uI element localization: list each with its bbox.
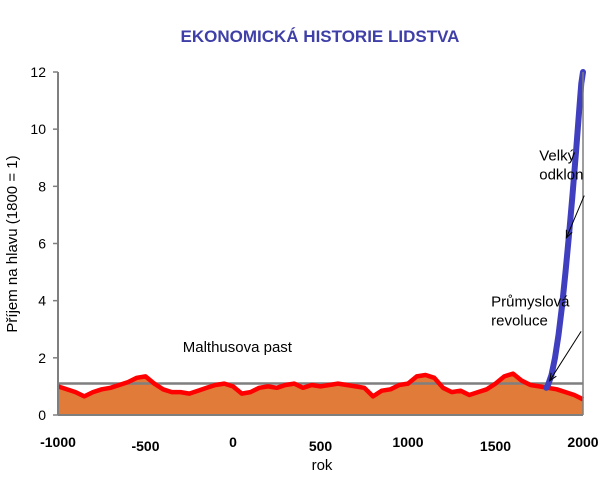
- annotation-label: odklon: [539, 167, 583, 184]
- y-tick-label: 12: [30, 64, 46, 80]
- series-line-malthus: [57, 371, 584, 402]
- annotation-arrow-line: [549, 331, 582, 381]
- x-tick-label: -500: [131, 438, 159, 454]
- annotation-arrow-line: [565, 195, 585, 238]
- x-axis-label: rok: [312, 457, 333, 474]
- annotation-label: Velký: [539, 148, 575, 165]
- annotation-label: revoluce: [491, 312, 548, 329]
- annotation-label: Průmyslová: [491, 293, 570, 310]
- area-layer: [58, 373, 583, 415]
- y-axis-label: Příjem na hlavu (1800 = 1): [4, 155, 21, 332]
- annotation-arrow-head: [565, 229, 573, 239]
- annotation-arrow-head: [549, 372, 557, 382]
- x-tick-label: 2000: [567, 434, 598, 450]
- annotations: Malthusova past Průmyslová revoluce Velký od…: [183, 148, 585, 382]
- y-tick-label: 8: [38, 178, 46, 194]
- x-tick-label: -1000: [40, 434, 76, 450]
- y-tick-label: 2: [38, 350, 46, 366]
- x-tick-label: 1500: [480, 438, 511, 454]
- axes: [57, 72, 584, 416]
- x-tick-label: 1000: [392, 434, 423, 450]
- x-tick-label: 0: [229, 434, 237, 450]
- area-fill: [58, 373, 583, 415]
- series-line-divergence: [543, 69, 586, 391]
- y-tick-label: 0: [38, 407, 46, 423]
- tick-labels: 0 2 4 6 8 10 12 -1000 -500 0 500 1000 1500 2000: [30, 64, 598, 454]
- series-layer: [57, 69, 586, 402]
- y-tick-label: 4: [38, 293, 46, 309]
- x-tick-label: 500: [309, 438, 333, 454]
- annotation-label: Malthusova past: [183, 339, 293, 356]
- y-tick-label: 6: [38, 236, 46, 252]
- y-tick-label: 10: [30, 121, 46, 137]
- chart-title: EKONOMICKÁ HISTORIE LIDSTVA: [181, 27, 460, 46]
